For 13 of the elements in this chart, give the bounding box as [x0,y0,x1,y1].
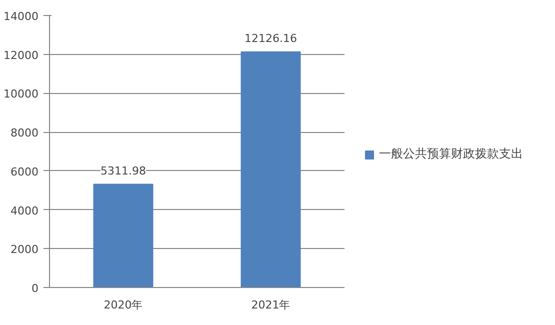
legend-label: 一般公共预算财政拨款支出 [379,146,523,162]
y-tick-label: 10000 [4,88,39,101]
data-label: 5311.98 [100,164,146,178]
y-tick-label: 14000 [4,10,39,23]
x-tick-label: 2021年 [251,298,290,312]
x-tick-label: 2020年 [104,298,143,312]
data-label: 12126.16 [244,32,298,45]
y-tick-label: 4000 [10,204,39,218]
y-tick-label: 0 [32,282,38,295]
y-tick-label: 6000 [10,165,39,178]
y-tick-label: 8000 [10,126,39,140]
y-tick-label: 12000 [4,48,39,62]
y-tick-label: 2000 [10,243,39,256]
